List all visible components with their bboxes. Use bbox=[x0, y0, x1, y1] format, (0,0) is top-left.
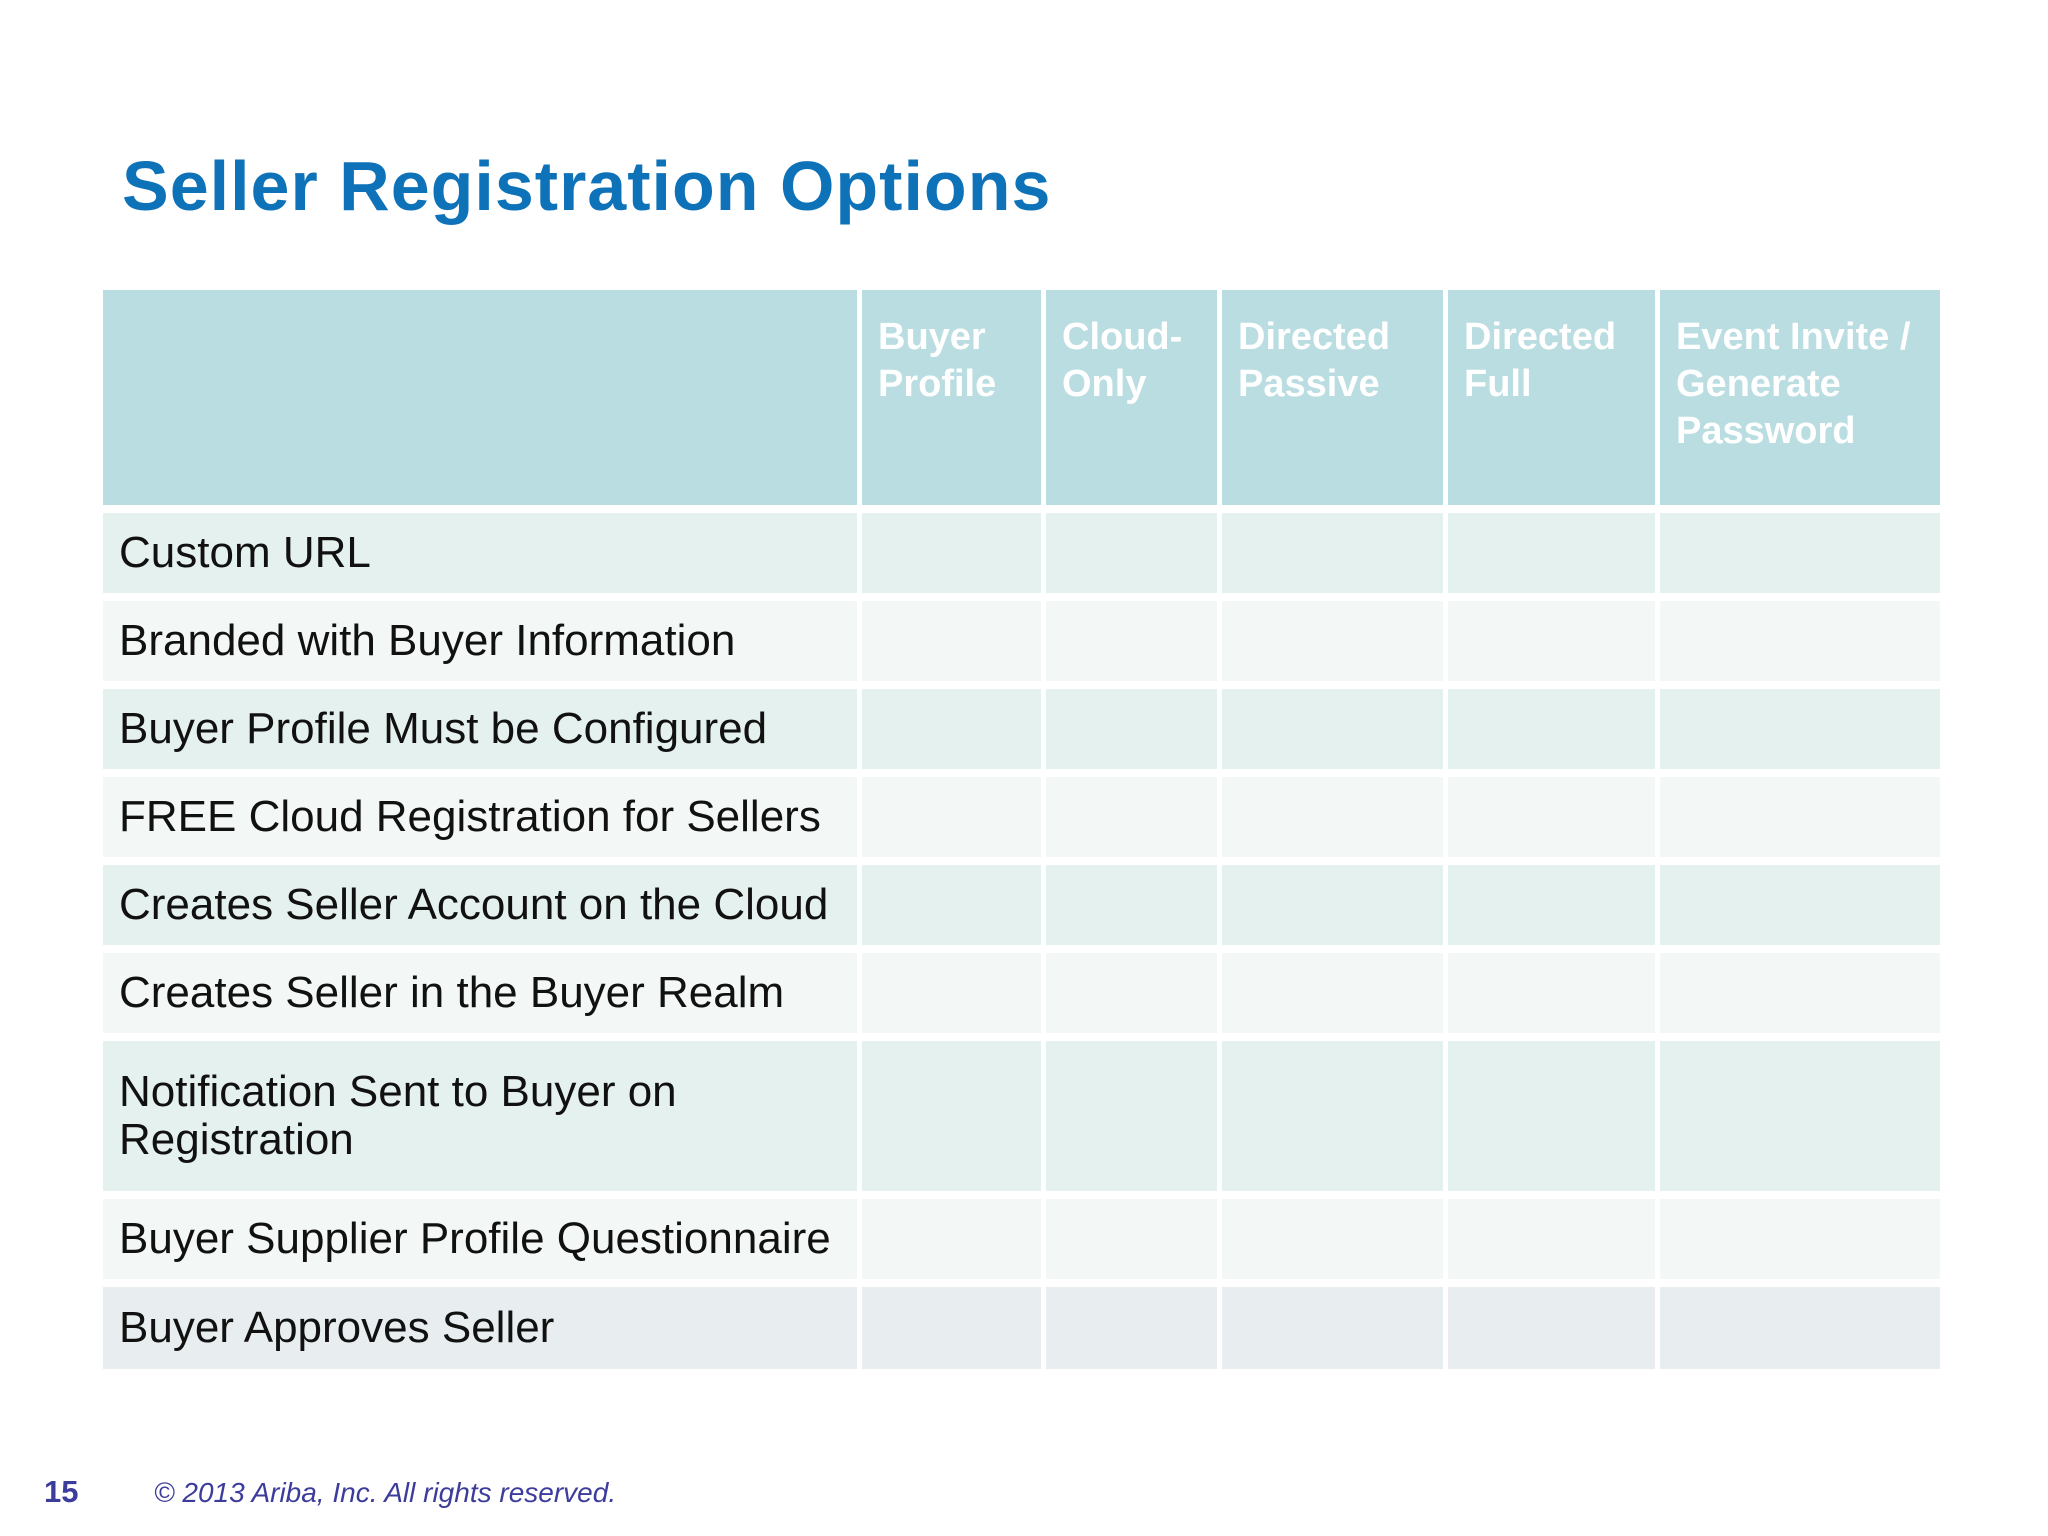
table-cell bbox=[862, 601, 1041, 681]
table-cell bbox=[862, 865, 1041, 945]
table-cell bbox=[1222, 1199, 1443, 1279]
table-cell bbox=[1222, 601, 1443, 681]
table-cell bbox=[1046, 777, 1217, 857]
table-cell bbox=[1660, 953, 1940, 1033]
row-label: FREE Cloud Registration for Sellers bbox=[103, 777, 857, 857]
table-cell bbox=[1222, 513, 1443, 593]
table-cell bbox=[1448, 953, 1655, 1033]
table-cell bbox=[1222, 953, 1443, 1033]
table-cell bbox=[1660, 777, 1940, 857]
table-cell bbox=[1448, 1199, 1655, 1279]
copyright-notice: © 2013 Ariba, Inc. All rights reserved. bbox=[154, 1477, 617, 1508]
table-header-directed-full: Directed Full bbox=[1448, 290, 1655, 505]
table-cell bbox=[1660, 865, 1940, 945]
table-header-buyer-profile: Buyer Profile bbox=[862, 290, 1041, 505]
table-cell bbox=[1448, 1041, 1655, 1191]
row-label: Creates Seller in the Buyer Realm bbox=[103, 953, 857, 1033]
table-cell bbox=[1660, 1199, 1940, 1279]
table-cell bbox=[862, 1287, 1041, 1369]
table-cell bbox=[1222, 777, 1443, 857]
table-cell bbox=[1046, 1199, 1217, 1279]
table-header-row-label bbox=[103, 290, 857, 505]
table-cell bbox=[1660, 1041, 1940, 1191]
table-header-cloud-only: Cloud-Only bbox=[1046, 290, 1217, 505]
table-cell bbox=[862, 777, 1041, 857]
table-cell bbox=[1222, 689, 1443, 769]
row-label: Custom URL bbox=[103, 513, 857, 593]
table-cell bbox=[1448, 777, 1655, 857]
row-label: Buyer Approves Seller bbox=[103, 1287, 857, 1369]
table-cell bbox=[1448, 689, 1655, 769]
table-cell bbox=[1046, 865, 1217, 945]
row-label: Creates Seller Account on the Cloud bbox=[103, 865, 857, 945]
table-cell bbox=[1448, 1287, 1655, 1369]
page-number: 15 bbox=[44, 1474, 79, 1509]
page-title: Seller Registration Options bbox=[122, 147, 1052, 225]
table-cell bbox=[1660, 1287, 1940, 1369]
table-cell bbox=[1448, 601, 1655, 681]
table-cell bbox=[1046, 513, 1217, 593]
table-cell bbox=[862, 1041, 1041, 1191]
table-cell bbox=[1660, 513, 1940, 593]
table-cell bbox=[862, 953, 1041, 1033]
table-cell bbox=[862, 513, 1041, 593]
table-cell bbox=[1046, 1041, 1217, 1191]
table-cell bbox=[1660, 601, 1940, 681]
table-cell bbox=[1448, 513, 1655, 593]
table-cell bbox=[862, 689, 1041, 769]
table-cell bbox=[1222, 1041, 1443, 1191]
table-cell bbox=[1046, 1287, 1217, 1369]
row-label: Buyer Supplier Profile Questionnaire bbox=[103, 1199, 857, 1279]
table-header-event-invite: Event Invite / Generate Password bbox=[1660, 290, 1940, 505]
table-cell bbox=[1046, 601, 1217, 681]
table-cell bbox=[862, 1199, 1041, 1279]
table-cell bbox=[1046, 689, 1217, 769]
row-label: Notification Sent to Buyer on Registrati… bbox=[103, 1041, 857, 1191]
row-label: Buyer Profile Must be Configured bbox=[103, 689, 857, 769]
table-cell bbox=[1222, 865, 1443, 945]
table-header-directed-passive: Directed Passive bbox=[1222, 290, 1443, 505]
row-label: Branded with Buyer Information bbox=[103, 601, 857, 681]
table-cell bbox=[1660, 689, 1940, 769]
table-cell bbox=[1046, 953, 1217, 1033]
table-cell bbox=[1222, 1287, 1443, 1369]
table-cell bbox=[1448, 865, 1655, 945]
seller-registration-options-table: Buyer Profile Cloud-Only Directed Passiv… bbox=[103, 290, 1945, 1369]
